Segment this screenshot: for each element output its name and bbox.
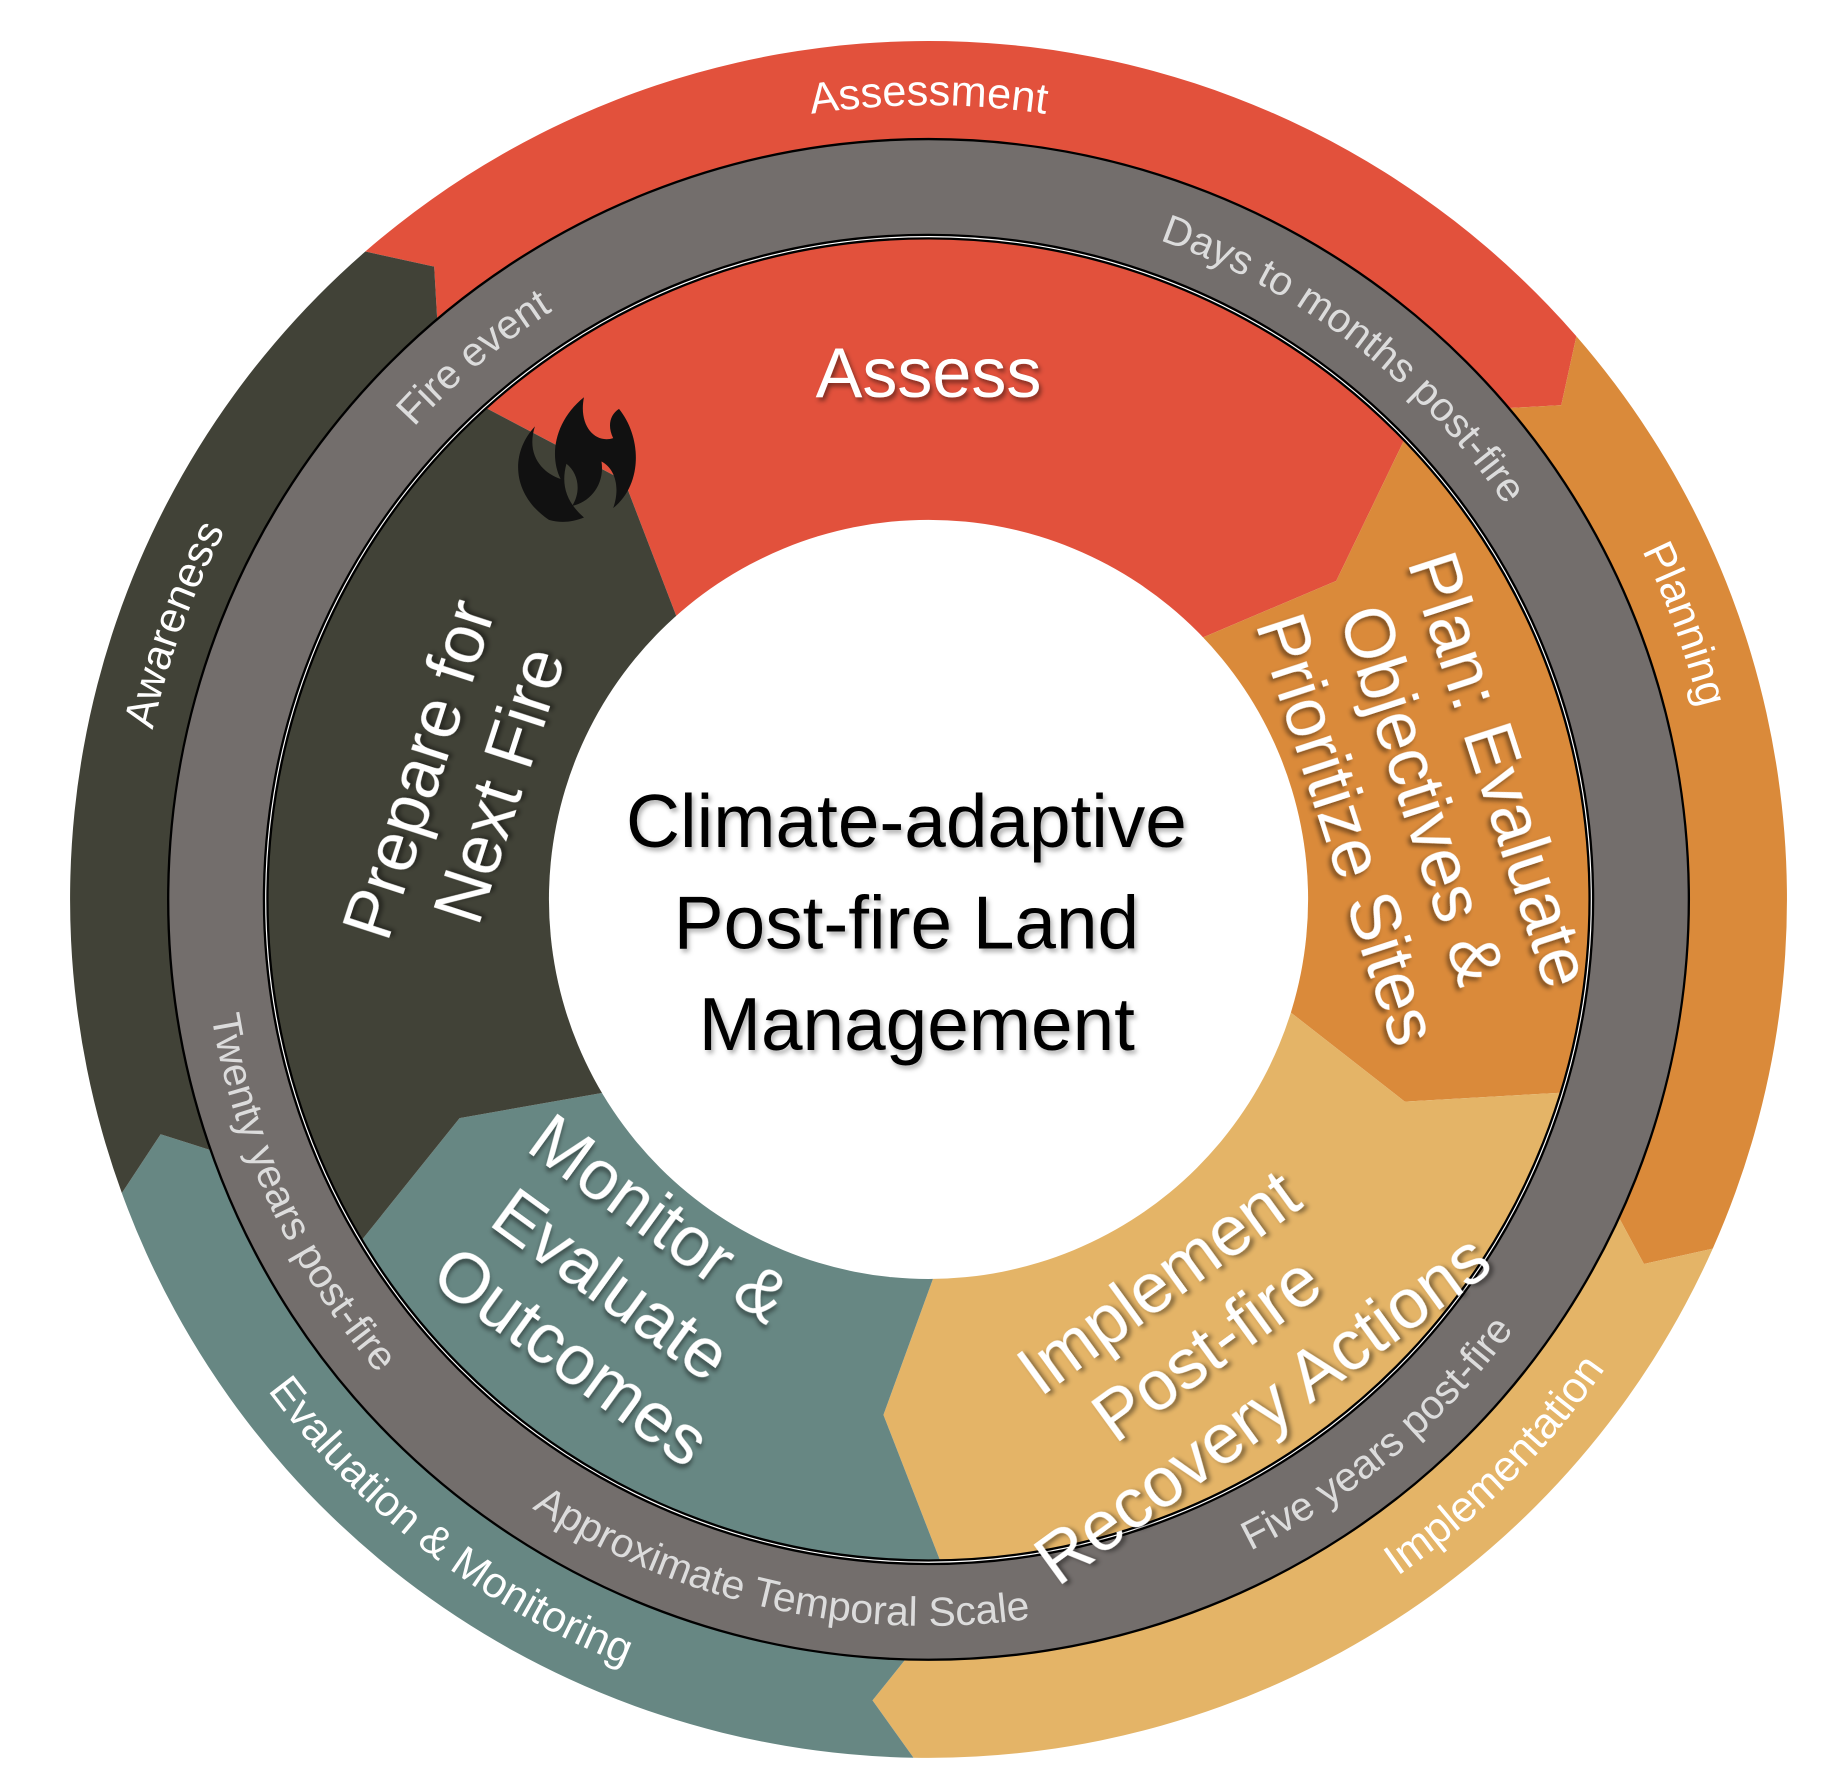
center-title-line-2: Post-fire Land: [674, 880, 1139, 964]
flame-icon: [518, 397, 636, 522]
stage-segment-monitor: [361, 1091, 941, 1561]
stage-segment-assess: [486, 238, 1405, 640]
stage-segment-implement: [883, 1008, 1561, 1561]
inner-stage-ring: [267, 238, 1590, 1561]
center-title-line-1: Climate-adaptive: [626, 779, 1187, 863]
phase-segment-assessment: [365, 40, 1577, 410]
phase-segment-evaluation-monitoring: [121, 1134, 916, 1758]
phase-segment-planning: [1492, 336, 1787, 1264]
center-title: Climate-adaptive Post-fire Land Manageme…: [626, 779, 1208, 1066]
stage-segment-plan: [1197, 440, 1590, 1102]
inner-ring-border: [266, 237, 1591, 1562]
phase-segment-implementation: [872, 1203, 1713, 1758]
center-circle: [548, 519, 1309, 1280]
outer-phase-ring: [70, 40, 1787, 1758]
stage-label-assess: Assess: [816, 334, 1042, 412]
center-title-line-3: Management: [699, 982, 1135, 1066]
phase-segment-awareness: [70, 251, 439, 1194]
